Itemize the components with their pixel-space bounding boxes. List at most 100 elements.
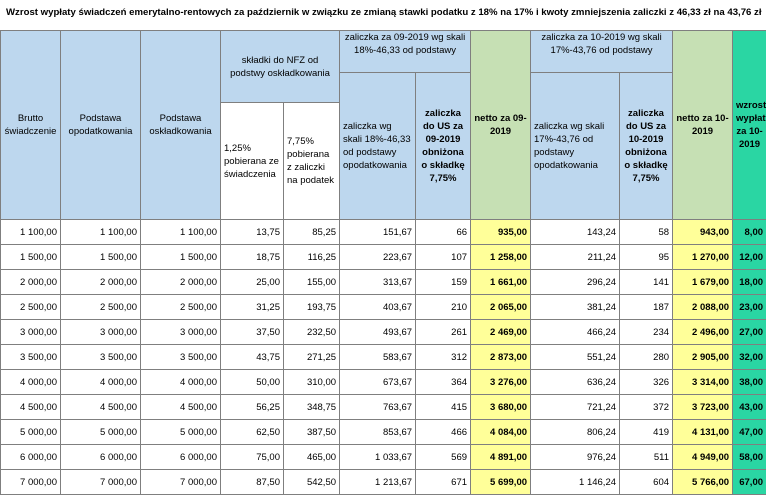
cell-netto-09[interactable]: 4 084,00 — [471, 420, 531, 445]
cell-skladka-775[interactable]: 193,75 — [284, 295, 340, 320]
cell-zaliczka-us-10[interactable]: 326 — [620, 370, 673, 395]
cell-zaliczka-10[interactable]: 381,24 — [531, 295, 620, 320]
cell-skladka-125[interactable]: 75,00 — [221, 445, 284, 470]
cell-zaliczka-us-09[interactable]: 312 — [416, 345, 471, 370]
cell-podstawa-opodatkowania[interactable]: 3 000,00 — [61, 320, 141, 345]
col-header-wzrost[interactable]: wzrost wypłaty za 10-2019 — [733, 31, 766, 220]
cell-podstawa-opodatkowania[interactable]: 7 000,00 — [61, 470, 141, 495]
cell-podstawa-oskladkowania[interactable]: 4 000,00 — [141, 370, 221, 395]
cell-podstawa-oskladkowania[interactable]: 7 000,00 — [141, 470, 221, 495]
cell-podstawa-opodatkowania[interactable]: 1 500,00 — [61, 245, 141, 270]
cell-podstawa-opodatkowania[interactable]: 4 500,00 — [61, 395, 141, 420]
cell-skladka-775[interactable]: 387,50 — [284, 420, 340, 445]
cell-zaliczka-us-10[interactable]: 511 — [620, 445, 673, 470]
cell-zaliczka-us-09[interactable]: 671 — [416, 470, 471, 495]
group-header-zaliczka-10[interactable]: zaliczka za 10-2019 wg skali 17%-43,76 o… — [531, 31, 673, 73]
cell-skladka-775[interactable]: 271,25 — [284, 345, 340, 370]
cell-netto-10[interactable]: 1 270,00 — [673, 245, 733, 270]
cell-wzrost[interactable]: 8,00 — [733, 220, 766, 245]
cell-brutto[interactable]: 2 000,00 — [1, 270, 61, 295]
cell-podstawa-oskladkowania[interactable]: 3 500,00 — [141, 345, 221, 370]
cell-wzrost[interactable]: 18,00 — [733, 270, 766, 295]
cell-skladka-125[interactable]: 37,50 — [221, 320, 284, 345]
cell-netto-09[interactable]: 1 258,00 — [471, 245, 531, 270]
cell-skladka-775[interactable]: 348,75 — [284, 395, 340, 420]
cell-podstawa-oskladkowania[interactable]: 1 100,00 — [141, 220, 221, 245]
cell-netto-10[interactable]: 4 949,00 — [673, 445, 733, 470]
cell-wzrost[interactable]: 38,00 — [733, 370, 766, 395]
col-header-zaliczka-skala-18[interactable]: zaliczka wg skali 18%-46,33 od podstawy … — [340, 73, 416, 220]
cell-skladka-125[interactable]: 31,25 — [221, 295, 284, 320]
cell-skladka-775[interactable]: 155,00 — [284, 270, 340, 295]
col-header-brutto[interactable]: Brutto świadczenie — [1, 31, 61, 220]
cell-podstawa-oskladkowania[interactable]: 4 500,00 — [141, 395, 221, 420]
cell-zaliczka-09[interactable]: 853,67 — [340, 420, 416, 445]
cell-zaliczka-us-09[interactable]: 66 — [416, 220, 471, 245]
cell-wzrost[interactable]: 47,00 — [733, 420, 766, 445]
cell-podstawa-opodatkowania[interactable]: 1 100,00 — [61, 220, 141, 245]
cell-podstawa-opodatkowania[interactable]: 5 000,00 — [61, 420, 141, 445]
cell-zaliczka-us-10[interactable]: 234 — [620, 320, 673, 345]
cell-netto-09[interactable]: 935,00 — [471, 220, 531, 245]
cell-zaliczka-10[interactable]: 1 146,24 — [531, 470, 620, 495]
cell-zaliczka-10[interactable]: 211,24 — [531, 245, 620, 270]
cell-skladka-125[interactable]: 25,00 — [221, 270, 284, 295]
cell-zaliczka-10[interactable]: 466,24 — [531, 320, 620, 345]
cell-zaliczka-10[interactable]: 296,24 — [531, 270, 620, 295]
cell-zaliczka-us-09[interactable]: 364 — [416, 370, 471, 395]
cell-zaliczka-10[interactable]: 976,24 — [531, 445, 620, 470]
cell-podstawa-oskladkowania[interactable]: 1 500,00 — [141, 245, 221, 270]
cell-wzrost[interactable]: 27,00 — [733, 320, 766, 345]
cell-netto-10[interactable]: 2 905,00 — [673, 345, 733, 370]
cell-wzrost[interactable]: 58,00 — [733, 445, 766, 470]
cell-zaliczka-09[interactable]: 151,67 — [340, 220, 416, 245]
cell-netto-09[interactable]: 2 873,00 — [471, 345, 531, 370]
cell-wzrost[interactable]: 43,00 — [733, 395, 766, 420]
cell-zaliczka-us-09[interactable]: 107 — [416, 245, 471, 270]
cell-wzrost[interactable]: 23,00 — [733, 295, 766, 320]
col-header-zaliczka-us-09[interactable]: zaliczka do US za 09-2019 obniżona o skł… — [416, 73, 471, 220]
cell-zaliczka-09[interactable]: 493,67 — [340, 320, 416, 345]
cell-netto-10[interactable]: 5 766,00 — [673, 470, 733, 495]
cell-brutto[interactable]: 3 500,00 — [1, 345, 61, 370]
cell-skladka-775[interactable]: 542,50 — [284, 470, 340, 495]
cell-zaliczka-09[interactable]: 1 213,67 — [340, 470, 416, 495]
cell-skladka-125[interactable]: 43,75 — [221, 345, 284, 370]
cell-podstawa-oskladkowania[interactable]: 3 000,00 — [141, 320, 221, 345]
group-header-skladki-nfz[interactable]: składki do NFZ od podstwy oskładkowania — [221, 31, 340, 103]
cell-brutto[interactable]: 7 000,00 — [1, 470, 61, 495]
cell-zaliczka-us-10[interactable]: 604 — [620, 470, 673, 495]
cell-zaliczka-us-09[interactable]: 569 — [416, 445, 471, 470]
col-header-podstawa-oskladkowania[interactable]: Podstawa oskładkowania — [141, 31, 221, 220]
cell-netto-09[interactable]: 2 065,00 — [471, 295, 531, 320]
cell-podstawa-opodatkowania[interactable]: 4 000,00 — [61, 370, 141, 395]
cell-netto-10[interactable]: 3 723,00 — [673, 395, 733, 420]
cell-zaliczka-us-09[interactable]: 159 — [416, 270, 471, 295]
cell-skladka-775[interactable]: 232,50 — [284, 320, 340, 345]
cell-zaliczka-10[interactable]: 636,24 — [531, 370, 620, 395]
cell-netto-09[interactable]: 3 276,00 — [471, 370, 531, 395]
cell-zaliczka-09[interactable]: 403,67 — [340, 295, 416, 320]
cell-zaliczka-us-09[interactable]: 415 — [416, 395, 471, 420]
cell-zaliczka-09[interactable]: 763,67 — [340, 395, 416, 420]
cell-zaliczka-us-10[interactable]: 58 — [620, 220, 673, 245]
cell-brutto[interactable]: 1 500,00 — [1, 245, 61, 270]
cell-wzrost[interactable]: 67,00 — [733, 470, 766, 495]
col-header-netto-10[interactable]: netto za 10-2019 — [673, 31, 733, 220]
cell-netto-10[interactable]: 3 314,00 — [673, 370, 733, 395]
cell-netto-09[interactable]: 2 469,00 — [471, 320, 531, 345]
cell-skladka-775[interactable]: 310,00 — [284, 370, 340, 395]
cell-zaliczka-09[interactable]: 583,67 — [340, 345, 416, 370]
col-header-skladka-125[interactable]: 1,25% pobierana ze świadczenia — [221, 103, 284, 220]
cell-netto-09[interactable]: 1 661,00 — [471, 270, 531, 295]
cell-podstawa-opodatkowania[interactable]: 3 500,00 — [61, 345, 141, 370]
cell-netto-10[interactable]: 4 131,00 — [673, 420, 733, 445]
cell-skladka-775[interactable]: 85,25 — [284, 220, 340, 245]
cell-skladka-125[interactable]: 62,50 — [221, 420, 284, 445]
cell-zaliczka-us-09[interactable]: 466 — [416, 420, 471, 445]
cell-netto-10[interactable]: 2 496,00 — [673, 320, 733, 345]
cell-netto-10[interactable]: 2 088,00 — [673, 295, 733, 320]
cell-zaliczka-10[interactable]: 721,24 — [531, 395, 620, 420]
group-header-zaliczka-09[interactable]: zaliczka za 09-2019 wg skali 18%-46,33 o… — [340, 31, 471, 73]
col-header-podstawa-opodatkowania[interactable]: Podstawa opodatkowania — [61, 31, 141, 220]
